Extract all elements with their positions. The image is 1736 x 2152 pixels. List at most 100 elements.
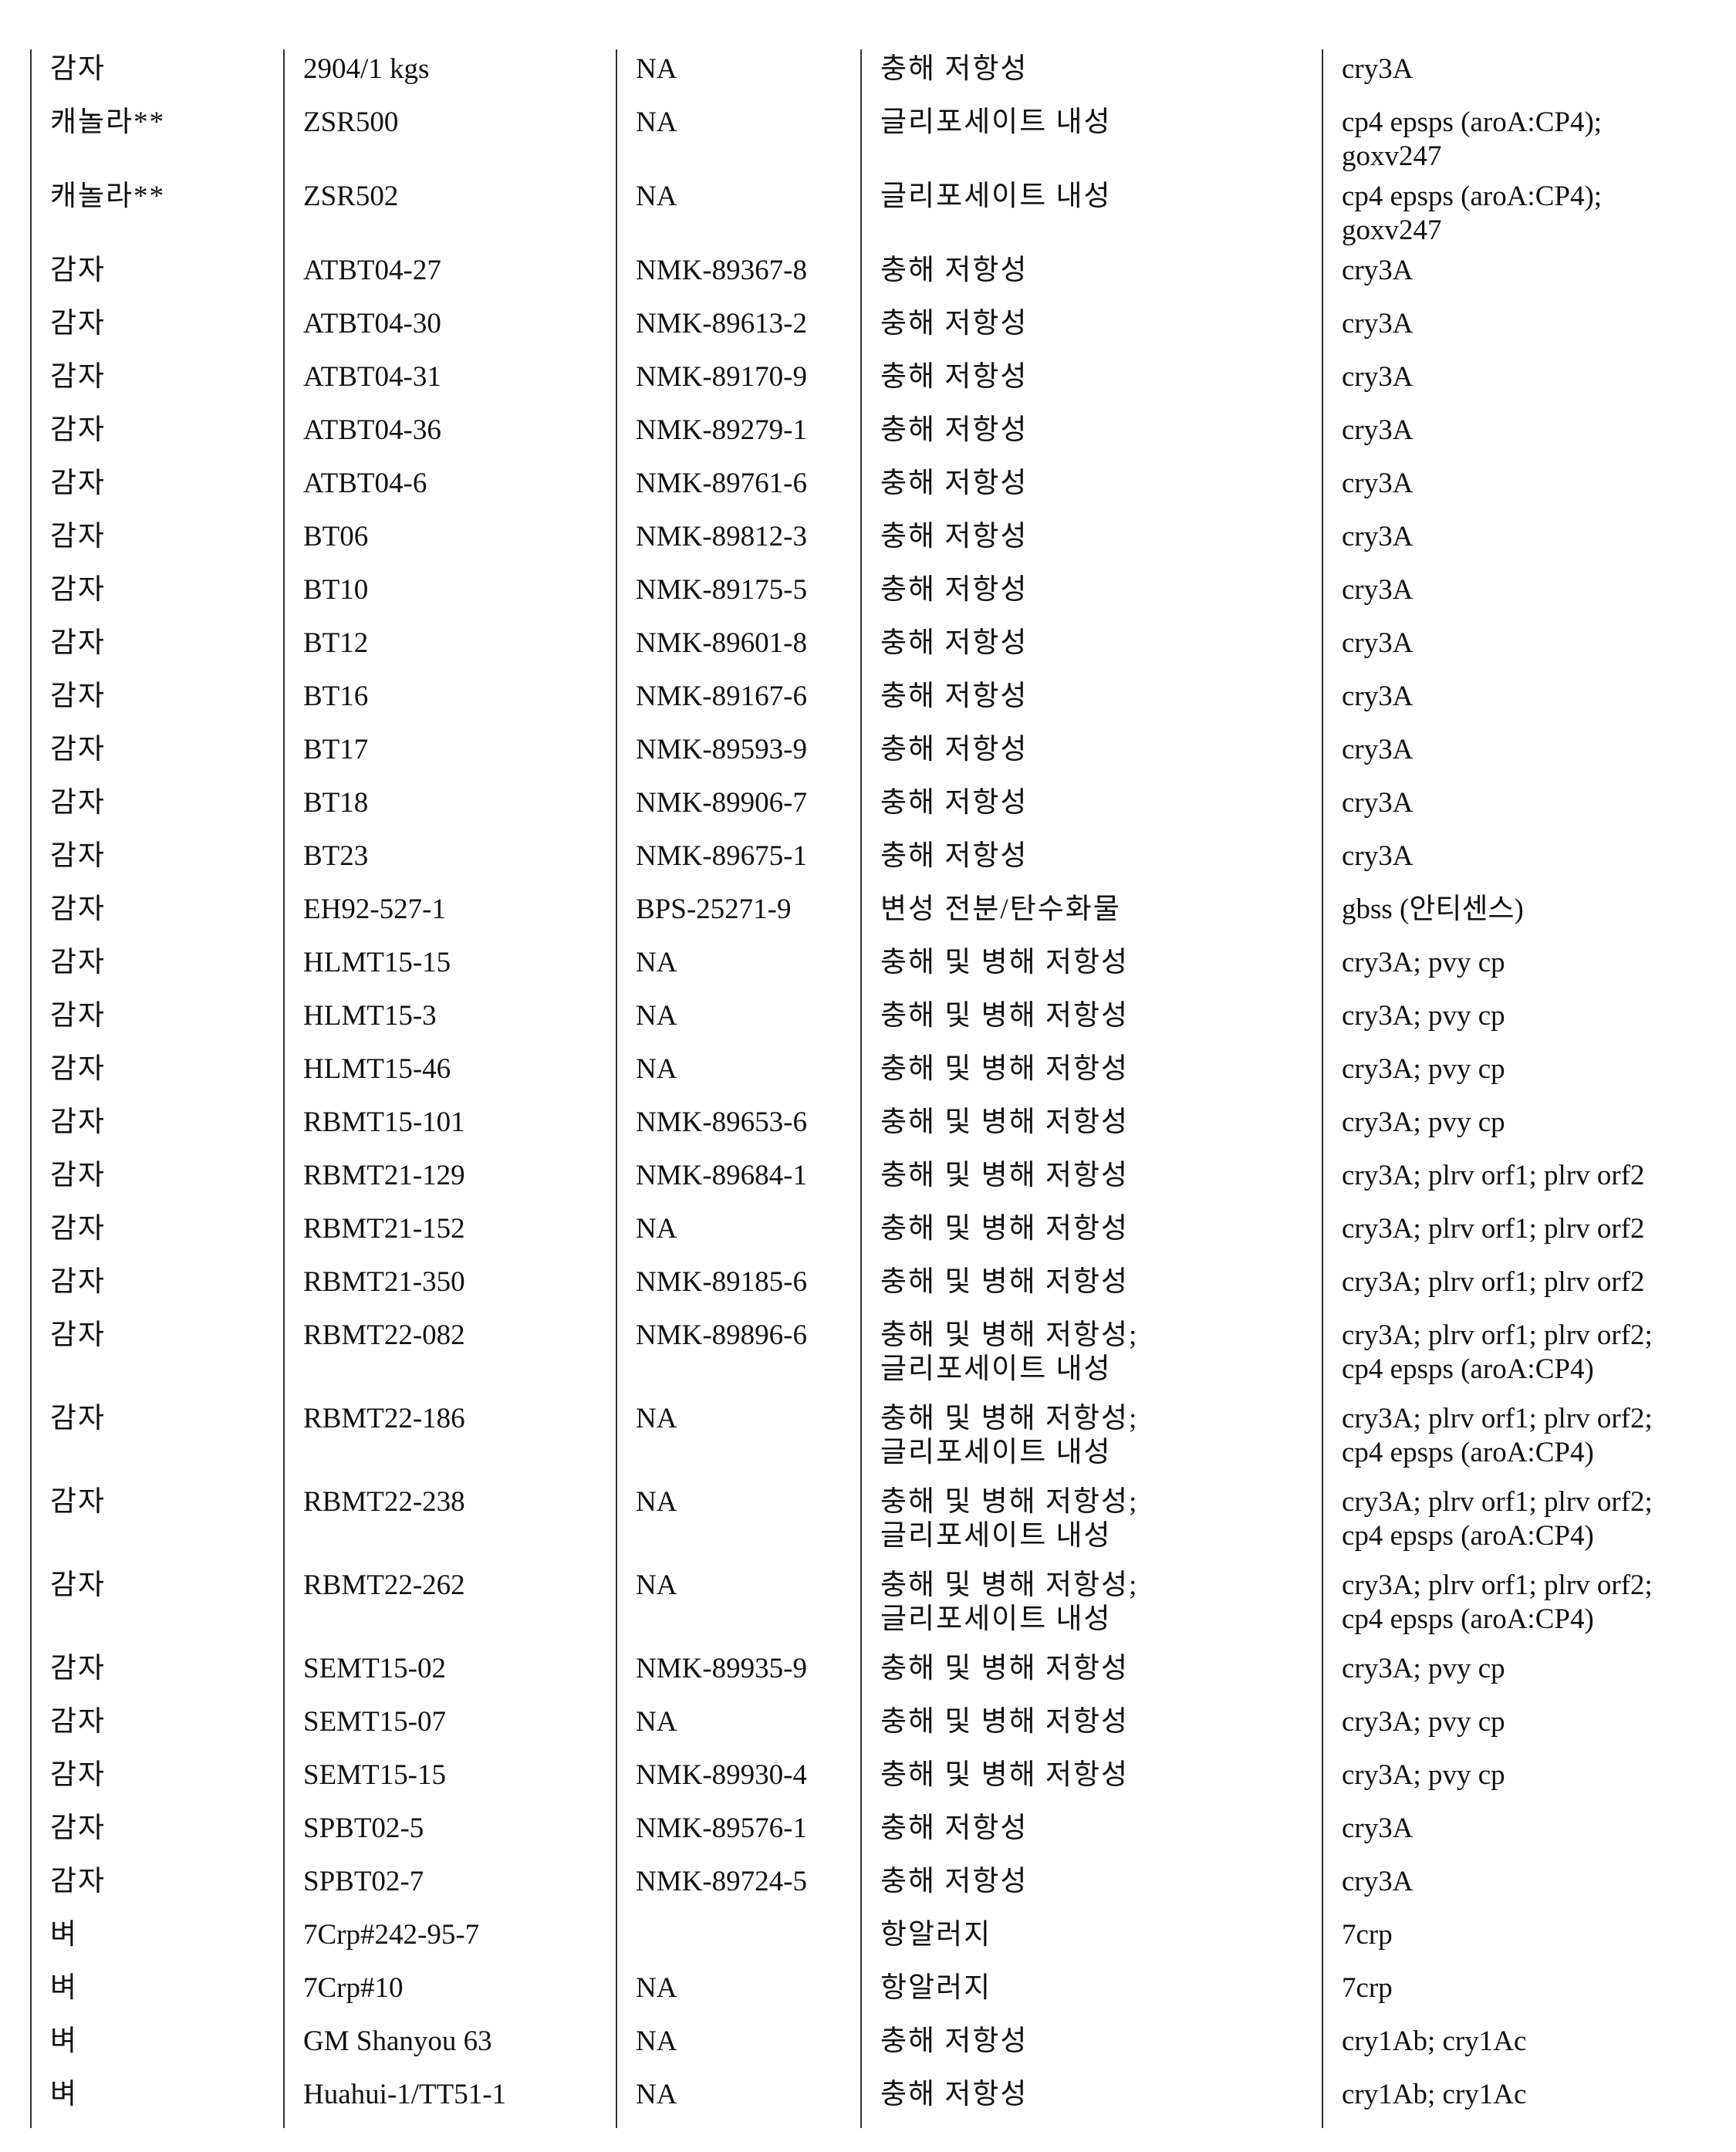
id-cell: NA — [616, 1049, 861, 1103]
crop-cell: 감자 — [31, 1755, 284, 1809]
event-cell: ATBT04-30 — [284, 304, 616, 357]
event-cell: RBMT15-101 — [284, 1103, 616, 1156]
event-cell: HLMT15-15 — [284, 943, 616, 996]
id-cell: NMK-89593-9 — [616, 730, 861, 783]
event-cell: RBMT22-262 — [284, 1566, 616, 1649]
table-row: 감자RBMT22-262NA충해 및 병해 저항성; 글리포세이트 내성cry3… — [31, 1566, 1721, 1649]
table-row: 감자SPBT02-7NMK-89724-5충해 저항성cry3A — [31, 1862, 1721, 1915]
event-cell: ATBT04-27 — [284, 251, 616, 304]
event-cell: BT23 — [284, 836, 616, 890]
table-row: 감자HLMT15-15NA충해 및 병해 저항성cry3A; pvy cp — [31, 943, 1721, 996]
table-row: 감자ATBT04-30NMK-89613-2충해 저항성cry3A — [31, 304, 1721, 357]
genes-cell: cry3A; pvy cp — [1322, 996, 1721, 1049]
table-row: 감자SEMT15-02NMK-89935-9충해 및 병해 저항성cry3A; … — [31, 1649, 1721, 1702]
genes-cell: cry3A — [1322, 1809, 1721, 1862]
id-cell: NA — [616, 996, 861, 1049]
table-row: 감자RBMT21-129NMK-89684-1충해 및 병해 저항성cry3A;… — [31, 1156, 1721, 1209]
id-cell: NMK-89761-6 — [616, 464, 861, 517]
table-row: 감자RBMT21-152NA충해 및 병해 저항성cry3A; plrv orf… — [31, 1209, 1721, 1262]
crop-cell: 감자 — [31, 1049, 284, 1103]
trait-cell: 충해 및 병해 저항성 — [861, 1209, 1322, 1262]
id-cell: NMK-89175-5 — [616, 570, 861, 623]
table-row: 감자SEMT15-07NA충해 및 병해 저항성cry3A; pvy cp — [31, 1702, 1721, 1755]
table-row: 감자ATBT04-27NMK-89367-8충해 저항성cry3A — [31, 251, 1721, 304]
table-row: 감자ATBT04-36NMK-89279-1충해 저항성cry3A — [31, 410, 1721, 464]
crop-cell: 감자 — [31, 570, 284, 623]
id-cell: NA — [616, 177, 861, 251]
trait-cell: 충해 저항성 — [861, 1862, 1322, 1915]
id-cell: NA — [616, 1968, 861, 2022]
trait-cell: 변성 전분/탄수화물 — [861, 890, 1322, 943]
id-cell: NA — [616, 1482, 861, 1566]
table-row: 감자BT12NMK-89601-8충해 저항성cry3A — [31, 623, 1721, 677]
table-row: 감자BT18NMK-89906-7충해 저항성cry3A — [31, 783, 1721, 836]
trait-cell: 글리포세이트 내성 — [861, 177, 1322, 251]
genes-cell: 7crp — [1322, 1915, 1721, 1968]
crop-cell: 감자 — [31, 1316, 284, 1399]
table-row: 감자2904/1 kgsNA충해 저항성cry3A — [31, 49, 1721, 103]
id-cell: NMK-89896-6 — [616, 1316, 861, 1399]
event-cell: BT06 — [284, 517, 616, 570]
trait-cell: 충해 및 병해 저항성 — [861, 1262, 1322, 1316]
table-row: 감자BT16NMK-89167-6충해 저항성cry3A — [31, 677, 1721, 730]
crop-cell: 감자 — [31, 49, 284, 103]
event-cell: RBMT22-186 — [284, 1399, 616, 1482]
event-cell: BT10 — [284, 570, 616, 623]
genes-cell: cry3A — [1322, 410, 1721, 464]
trait-cell: 충해 저항성 — [861, 517, 1322, 570]
genes-cell: cry3A; plrv orf1; plrv orf2; cp4 epsps (… — [1322, 1316, 1721, 1399]
trait-cell: 충해 저항성 — [861, 464, 1322, 517]
genes-cell: cry3A; pvy cp — [1322, 1103, 1721, 1156]
id-cell: NMK-89601-8 — [616, 623, 861, 677]
id-cell: NMK-89367-8 — [616, 251, 861, 304]
crop-cell: 벼 — [31, 1915, 284, 1968]
crop-cell: 벼 — [31, 2075, 284, 2128]
crop-cell: 감자 — [31, 517, 284, 570]
table-row: 감자EH92-527-1BPS-25271-9변성 전분/탄수화물gbss (안… — [31, 890, 1721, 943]
trait-cell: 충해 및 병해 저항성 — [861, 943, 1322, 996]
genes-cell: cry1Ab; cry1Ac — [1322, 2022, 1721, 2075]
id-cell: NMK-89653-6 — [616, 1103, 861, 1156]
table-row: 감자BT17NMK-89593-9충해 저항성cry3A — [31, 730, 1721, 783]
crop-cell: 감자 — [31, 1482, 284, 1566]
table-row: 감자RBMT22-082NMK-89896-6충해 및 병해 저항성; 글리포세… — [31, 1316, 1721, 1399]
event-cell: 7Crp#10 — [284, 1968, 616, 2022]
id-cell: NA — [616, 2075, 861, 2128]
genes-cell: cp4 epsps (aroA:CP4); goxv247 — [1322, 177, 1721, 251]
table-row: 감자HLMT15-3NA충해 및 병해 저항성cry3A; pvy cp — [31, 996, 1721, 1049]
event-cell: RBMT21-129 — [284, 1156, 616, 1209]
event-cell: ATBT04-36 — [284, 410, 616, 464]
crop-cell: 감자 — [31, 251, 284, 304]
genes-cell: cry3A — [1322, 357, 1721, 410]
crop-cell: 감자 — [31, 1649, 284, 1702]
table-row: 벼Huahui-1/TT51-1NA충해 저항성cry1Ab; cry1Ac — [31, 2075, 1721, 2128]
event-cell: Huahui-1/TT51-1 — [284, 2075, 616, 2128]
event-cell: GM Shanyou 63 — [284, 2022, 616, 2075]
event-cell: SEMT15-15 — [284, 1755, 616, 1809]
genes-cell: cry3A; pvy cp — [1322, 1649, 1721, 1702]
event-cell: ATBT04-6 — [284, 464, 616, 517]
table-row: 캐놀라**ZSR502NA글리포세이트 내성cp4 epsps (aroA:CP… — [31, 177, 1721, 251]
trait-cell: 충해 및 병해 저항성 — [861, 1755, 1322, 1809]
table-row: 감자BT10NMK-89175-5충해 저항성cry3A — [31, 570, 1721, 623]
id-cell: NMK-89812-3 — [616, 517, 861, 570]
trait-cell: 충해 및 병해 저항성 — [861, 1156, 1322, 1209]
trait-cell: 충해 저항성 — [861, 783, 1322, 836]
genes-cell: cry3A; plrv orf1; plrv orf2 — [1322, 1262, 1721, 1316]
id-cell: NMK-89167-6 — [616, 677, 861, 730]
genes-cell: cry3A — [1322, 730, 1721, 783]
crop-cell: 감자 — [31, 1809, 284, 1862]
genes-cell: cry3A — [1322, 1862, 1721, 1915]
table-row: 감자BT06NMK-89812-3충해 저항성cry3A — [31, 517, 1721, 570]
trait-cell: 충해 및 병해 저항성 — [861, 1103, 1322, 1156]
id-cell: NA — [616, 943, 861, 996]
crop-cell: 감자 — [31, 304, 284, 357]
trait-cell: 충해 저항성 — [861, 836, 1322, 890]
event-cell: SPBT02-7 — [284, 1862, 616, 1915]
genes-cell: cry3A — [1322, 464, 1721, 517]
event-cell: ATBT04-31 — [284, 357, 616, 410]
trait-cell: 항알러지 — [861, 1915, 1322, 1968]
id-cell: NA — [616, 103, 861, 177]
genes-cell: cry3A — [1322, 49, 1721, 103]
trait-cell: 항알러지 — [861, 1968, 1322, 2022]
